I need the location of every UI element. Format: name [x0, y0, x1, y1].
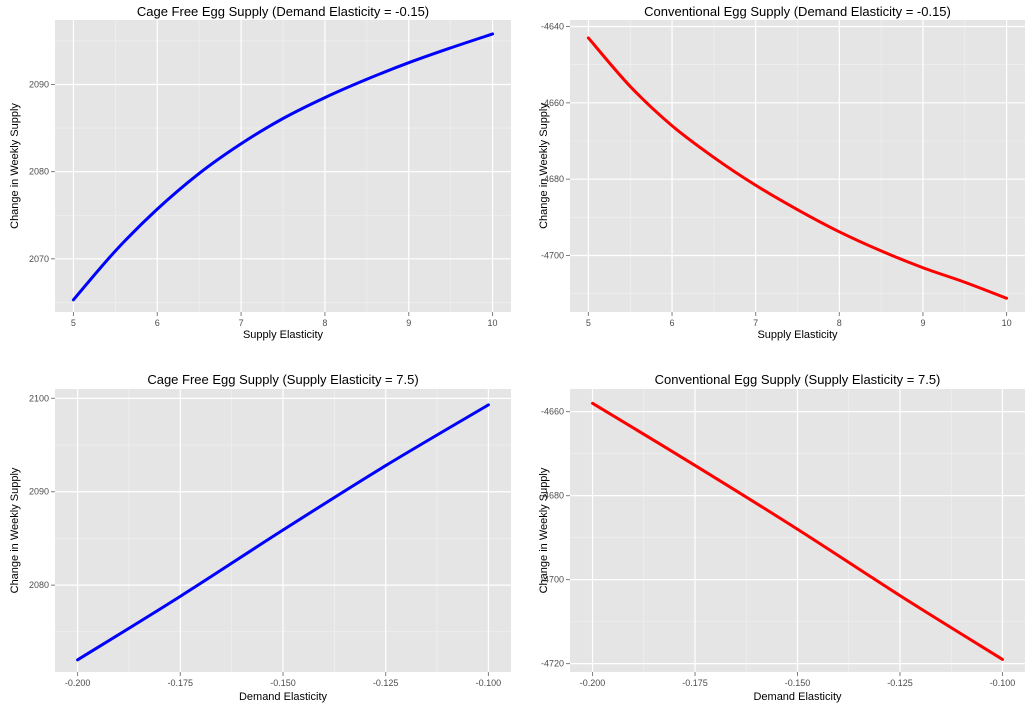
x-tick-label: 5: [586, 318, 591, 328]
x-tick-label: -0.100: [476, 678, 502, 688]
y-tick-label: 2080: [29, 167, 49, 177]
x-tick-label: 10: [488, 318, 498, 328]
chart-title: Cage Free Egg Supply (Supply Elasticity …: [147, 372, 418, 387]
x-tick-label: 10: [1002, 318, 1012, 328]
y-axis-label: Change in Weekly Supply: [538, 103, 550, 229]
chart-title: Conventional Egg Supply (Supply Elastici…: [655, 372, 941, 387]
series-line: [586, 36, 1009, 300]
y-tick-label: 2080: [29, 580, 49, 590]
x-tick-label: -0.125: [373, 678, 399, 688]
y-tick-label: 2100: [29, 393, 49, 403]
x-tick-label: 9: [920, 318, 925, 328]
y-tick-label: 2090: [29, 80, 49, 90]
y-tick-label: -4680: [541, 491, 564, 501]
x-tick-label: 5: [71, 318, 76, 328]
chart-panel-4: -0.200 -0.175 -0.150 -0.125 -0.100 -4720 -4700…: [538, 372, 1025, 703]
x-tick-label: -0.175: [168, 678, 194, 688]
series-line: [76, 403, 490, 662]
y-tick-label: -4700: [541, 251, 564, 261]
x-axis-label: Demand Elasticity: [753, 691, 842, 703]
x-axis-label: Demand Elasticity: [239, 691, 328, 703]
chart-title: Cage Free Egg Supply (Demand Elasticity …: [137, 4, 429, 19]
x-tick-label: 7: [239, 318, 244, 328]
y-axis-label: Change in Weekly Supply: [538, 467, 550, 593]
series-line: [591, 401, 1004, 661]
y-axis-label: Change in Weekly Supply: [9, 103, 21, 229]
chart-panel-3: -0.200 -0.175 -0.150 -0.125 -0.100 2080 2090 21…: [9, 372, 511, 703]
y-tick-label: -4680: [541, 174, 564, 184]
chart-panel-2: 5 6 7 8 9 10 -4700 -4680 -4660 -4640 Conventional …: [538, 4, 1025, 341]
x-tick-label: -0.200: [580, 678, 606, 688]
x-tick-label: 9: [406, 318, 411, 328]
x-tick-label: 8: [837, 318, 842, 328]
series-line: [71, 32, 495, 302]
y-tick-label: -4720: [541, 659, 564, 669]
x-tick-label: 6: [155, 318, 160, 328]
y-tick-label: 2070: [29, 254, 49, 264]
y-tick-label: -4640: [541, 21, 564, 31]
x-axis-label: Supply Elasticity: [757, 329, 838, 341]
x-tick-label: -0.200: [65, 678, 91, 688]
y-axis-label: Change in Weekly Supply: [9, 467, 21, 593]
x-axis-label: Supply Elasticity: [243, 329, 324, 341]
y-tick-label: -4660: [541, 98, 564, 108]
x-tick-label: 6: [670, 318, 675, 328]
chart-panel-1: 5 6 7 8 9 10 2070 2080 2090 Cage Free Egg Supply …: [9, 4, 511, 341]
y-tick-label: -4660: [541, 407, 564, 417]
x-tick-label: 8: [322, 318, 327, 328]
chart-title: Conventional Egg Supply (Demand Elastici…: [644, 4, 951, 19]
x-tick-label: -0.125: [887, 678, 913, 688]
x-tick-label: -0.175: [682, 678, 708, 688]
x-tick-label: 7: [753, 318, 758, 328]
x-tick-label: -0.100: [990, 678, 1016, 688]
x-tick-label: -0.150: [785, 678, 811, 688]
y-tick-label: -4700: [541, 575, 564, 585]
y-tick-label: 2090: [29, 487, 49, 497]
x-tick-label: -0.150: [270, 678, 296, 688]
